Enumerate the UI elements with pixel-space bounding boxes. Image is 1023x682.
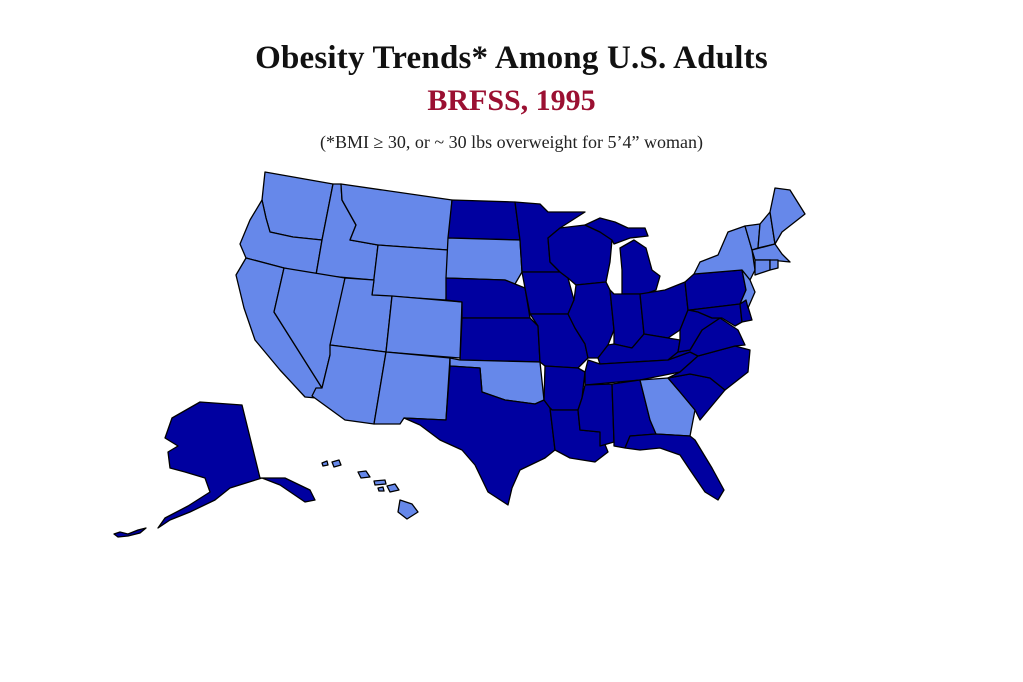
state-il bbox=[567, 281, 615, 359]
state-me bbox=[769, 187, 806, 245]
state-co bbox=[385, 295, 463, 359]
state-hi-kauai bbox=[331, 459, 342, 468]
state-mi-upper bbox=[584, 217, 649, 245]
state-fl bbox=[624, 433, 725, 501]
state-nd bbox=[447, 199, 521, 241]
state-nm bbox=[373, 351, 451, 425]
state-ar bbox=[543, 365, 586, 411]
state-wy bbox=[371, 244, 449, 301]
state-ks bbox=[459, 317, 541, 363]
state-mt bbox=[340, 183, 453, 251]
state-md bbox=[689, 303, 743, 327]
state-hi-oahu bbox=[357, 470, 371, 479]
state-nj bbox=[739, 269, 756, 309]
map-footnote: (*BMI ≥ 30, or ~ 30 lbs overweight for 5… bbox=[319, 132, 704, 152]
state-tx bbox=[403, 365, 556, 506]
state-sd bbox=[445, 237, 523, 285]
state-hi-molokai bbox=[373, 479, 387, 486]
state-mi bbox=[619, 239, 661, 295]
state-ak bbox=[157, 401, 316, 529]
state-wa bbox=[261, 171, 334, 241]
state-hi-niihau bbox=[321, 460, 329, 467]
state-ia bbox=[521, 271, 575, 315]
state-ri bbox=[769, 259, 779, 271]
state-ny bbox=[693, 225, 756, 281]
map-subtitle: BRFSS, 1995 bbox=[427, 84, 596, 117]
state-hi-maui bbox=[386, 483, 400, 493]
state-hi-lanai bbox=[377, 486, 385, 492]
state-hi-big bbox=[397, 499, 419, 520]
state-ak-aleutian bbox=[113, 527, 147, 538]
state-ct bbox=[754, 259, 771, 276]
map-title: Obesity Trends* Among U.S. Adults bbox=[255, 40, 768, 76]
